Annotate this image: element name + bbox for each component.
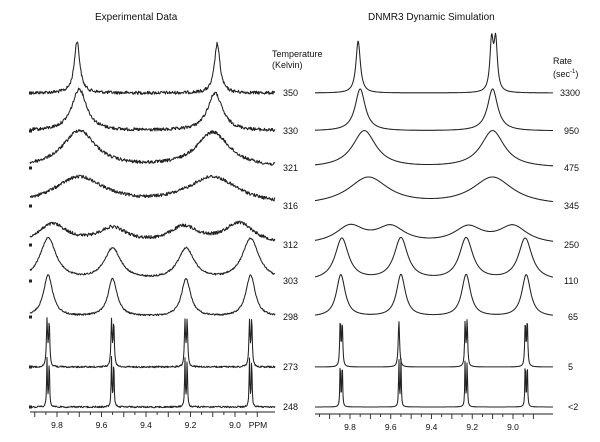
trace-origin-marker (29, 315, 32, 319)
rate-header: Rate (sec-1) (553, 56, 578, 80)
experimental-spectra (29, 41, 276, 409)
temperature-label: 312 (283, 240, 299, 250)
temperature-header: Temperature (Kelvin) (272, 49, 323, 71)
spectrum-trace-345 (314, 176, 554, 203)
tick-label: 9.0 (507, 422, 519, 432)
temperature-label: 350 (283, 88, 299, 98)
temperature-label: 316 (283, 201, 299, 211)
spectrum-trace-5 (314, 319, 554, 368)
experimental-x-axis: 9.8 9.6 9.4 9.2 9.0 PPM (30, 411, 275, 430)
tick-label: 9.2 (185, 420, 197, 430)
tick-label: 9.4 (426, 422, 438, 432)
rate-label: 110 (564, 276, 579, 286)
spectrum-trace-950 (314, 88, 554, 132)
temperature-header-line1: Temperature (272, 49, 323, 59)
trace-origin-marker (29, 166, 32, 170)
tick-label: 9.8 (51, 420, 63, 430)
rate-label: 250 (564, 240, 580, 250)
tick-label: 9.6 (96, 420, 108, 430)
spectrum-trace-303 (29, 236, 276, 278)
spectrum-trace-3300 (314, 32, 554, 94)
spectrum-trace-330 (29, 87, 276, 132)
spectrum-trace-321 (29, 129, 276, 166)
rate-label: 65 (568, 312, 579, 322)
temperature-label: 303 (283, 276, 299, 286)
rate-header-line1: Rate (553, 56, 573, 66)
spectrum-trace-<2 (314, 357, 554, 408)
spectrum-trace-298 (29, 274, 276, 317)
simulated-spectra (314, 32, 554, 408)
tick-label: 9.2 (466, 422, 478, 432)
rate-label: 345 (564, 201, 580, 211)
rate-unit-exponent: -1 (570, 69, 576, 75)
left-panel-title: Experimental Data (95, 12, 178, 23)
tick-label: 9.8 (344, 422, 356, 432)
spectrum-trace-273 (29, 317, 276, 369)
spectrum-trace-65 (314, 273, 554, 316)
trace-origin-marker (29, 365, 32, 369)
rate-label: 3300 (560, 88, 581, 98)
rate-header-line2: (sec-1) (553, 67, 578, 80)
spectrum-trace-312 (29, 220, 276, 242)
trace-origin-marker (29, 204, 32, 208)
spectrum-trace-110 (314, 236, 554, 278)
temperature-label: 273 (283, 362, 299, 372)
rate-unit-base: (sec (553, 69, 571, 79)
trace-origin-marker (29, 405, 32, 409)
trace-origin-marker (29, 129, 32, 133)
rate-label: 5 (568, 362, 574, 372)
temperature-header-line2: (Kelvin) (272, 60, 303, 70)
tick-label: 9.6 (385, 422, 397, 432)
temperature-label: 321 (283, 163, 299, 173)
rate-unit-close: ) (575, 69, 579, 79)
simulated-x-axis: 9.8 9.6 9.4 9.2 9.0 (315, 413, 553, 432)
trace-origin-marker (29, 243, 32, 247)
tick-label: 9.0 (229, 420, 241, 430)
spectrum-trace-316 (29, 174, 276, 202)
spectrum-trace-248 (29, 355, 276, 409)
trace-origin-marker (29, 279, 32, 283)
spectrum-trace-250 (314, 223, 554, 242)
rate-label: <2 (568, 402, 579, 412)
temperature-label: 330 (283, 126, 299, 136)
spectrum-trace-350 (29, 41, 276, 95)
right-panel-title: DNMR3 Dynamic Simulation (368, 12, 495, 23)
temperature-label: 248 (283, 402, 299, 412)
temperature-label: 298 (283, 312, 299, 322)
trace-origin-marker (29, 91, 32, 95)
rate-label: 950 (564, 126, 580, 136)
tick-label: 9.4 (140, 420, 152, 430)
rate-label: 475 (564, 163, 580, 173)
spectrum-trace-475 (314, 130, 554, 167)
x-axis-unit-label: PPM (249, 420, 267, 430)
